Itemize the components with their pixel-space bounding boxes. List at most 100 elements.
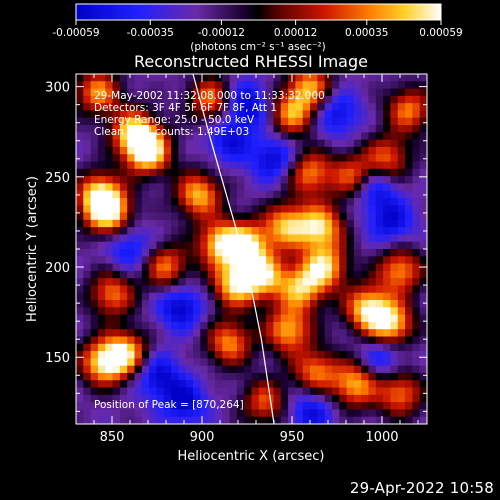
heatmap-cell bbox=[141, 205, 150, 214]
heatmap-cell bbox=[90, 132, 99, 141]
heatmap-cell bbox=[119, 110, 128, 119]
heatmap-cell bbox=[280, 146, 289, 155]
heatmap-cell bbox=[361, 336, 370, 345]
heatmap-cell bbox=[178, 117, 187, 126]
heatmap-cell bbox=[368, 307, 377, 316]
heatmap-cell bbox=[97, 205, 106, 214]
heatmap-cell bbox=[112, 227, 121, 236]
heatmap-cell bbox=[76, 321, 84, 330]
heatmap-cell bbox=[412, 387, 421, 396]
heatmap-cell bbox=[178, 95, 187, 104]
heatmap-cell bbox=[119, 249, 128, 257]
heatmap-cell bbox=[156, 176, 165, 184]
heatmap-cell bbox=[383, 103, 392, 112]
heatmap-cell bbox=[419, 321, 427, 330]
heatmap-cell bbox=[185, 125, 194, 133]
heatmap-cell bbox=[127, 197, 136, 206]
heatmap-cell bbox=[149, 241, 158, 250]
heatmap-cell bbox=[258, 300, 267, 308]
heatmap-cell bbox=[236, 409, 245, 418]
heatmap-cell bbox=[207, 380, 216, 389]
heatmap-cell bbox=[105, 329, 114, 338]
heatmap-cell bbox=[295, 358, 304, 367]
heatmap-cell bbox=[346, 154, 355, 163]
heatmap-cell bbox=[207, 321, 216, 330]
heatmap-cell bbox=[353, 81, 362, 90]
heatmap-cell bbox=[331, 300, 340, 308]
heatmap-cell bbox=[339, 95, 348, 104]
heatmap-cell bbox=[331, 270, 340, 279]
heatmap-cell bbox=[178, 103, 187, 112]
heatmap-cell bbox=[324, 197, 333, 206]
heatmap-cell bbox=[149, 227, 158, 236]
heatmap-cell bbox=[295, 110, 304, 119]
heatmap-cell bbox=[405, 416, 413, 424]
heatmap-cell bbox=[149, 146, 158, 155]
heatmap-cell bbox=[368, 292, 377, 301]
heatmap-cell bbox=[317, 197, 326, 206]
heatmap-cell bbox=[97, 321, 106, 330]
heatmap-cell bbox=[280, 117, 289, 126]
heatmap-cell bbox=[134, 183, 143, 192]
heatmap-cell bbox=[185, 270, 194, 279]
heatmap-cell bbox=[112, 176, 121, 184]
heatmap-cell bbox=[134, 307, 143, 316]
heatmap-cell bbox=[112, 307, 121, 316]
heatmap-cell bbox=[412, 307, 421, 316]
heatmap-cell bbox=[331, 365, 340, 374]
heatmap-cell bbox=[361, 372, 370, 381]
heatmap-cell bbox=[244, 372, 253, 381]
heatmap-cell bbox=[229, 176, 238, 184]
heatmap-cell bbox=[178, 292, 187, 301]
heatmap-cell bbox=[375, 132, 384, 141]
heatmap-cell bbox=[171, 256, 179, 265]
heatmap-cell bbox=[339, 161, 348, 170]
heatmap-cell bbox=[90, 212, 99, 221]
heatmap-cell bbox=[236, 197, 245, 206]
heatmap-cell bbox=[214, 380, 223, 389]
heatmap-cell bbox=[134, 219, 143, 228]
heatmap-cell bbox=[149, 416, 158, 424]
heatmap-cell bbox=[207, 95, 216, 104]
heatmap-cell bbox=[222, 329, 231, 338]
heatmap-cell bbox=[324, 139, 333, 148]
heatmap-cell bbox=[280, 351, 289, 359]
heatmap-cell bbox=[419, 139, 427, 148]
heatmap-cell bbox=[171, 394, 179, 403]
heatmap-cell bbox=[149, 329, 158, 338]
heatmap-cell bbox=[90, 183, 99, 192]
heatmap-cell bbox=[375, 146, 384, 155]
heatmap-cell bbox=[361, 263, 370, 272]
heatmap-cell bbox=[134, 365, 143, 374]
heatmap-cell bbox=[76, 241, 84, 250]
heatmap-cell bbox=[141, 74, 150, 82]
heatmap-cell bbox=[207, 307, 216, 316]
heatmap-cell bbox=[200, 234, 209, 243]
heatmap-cell bbox=[193, 190, 201, 199]
heatmap-cell bbox=[244, 241, 253, 250]
heatmap-cell bbox=[83, 278, 92, 287]
heatmap-cell bbox=[405, 132, 413, 141]
heatmap-cell bbox=[397, 227, 406, 236]
heatmap-cell bbox=[141, 110, 150, 119]
heatmap-cell bbox=[419, 219, 427, 228]
heatmap-cell bbox=[76, 197, 84, 206]
heatmap-cell bbox=[251, 234, 260, 243]
heatmap-cell bbox=[222, 409, 231, 418]
heatmap-cell bbox=[156, 409, 165, 418]
heatmap-cell bbox=[375, 176, 384, 184]
heatmap-cell bbox=[361, 161, 370, 170]
heatmap-cell bbox=[97, 197, 106, 206]
heatmap-cell bbox=[383, 351, 392, 359]
heatmap-cell bbox=[339, 241, 348, 250]
heatmap-cell bbox=[317, 372, 326, 381]
heatmap-cell bbox=[353, 176, 362, 184]
heatmap-cell bbox=[244, 365, 253, 374]
heatmap-cell bbox=[178, 125, 187, 133]
heatmap-cell bbox=[171, 110, 179, 119]
heatmap-cell bbox=[105, 234, 114, 243]
heatmap-cell bbox=[295, 256, 304, 265]
heatmap-cell bbox=[266, 168, 275, 177]
heatmap-cell bbox=[229, 263, 238, 272]
heatmap-cell bbox=[105, 263, 114, 272]
